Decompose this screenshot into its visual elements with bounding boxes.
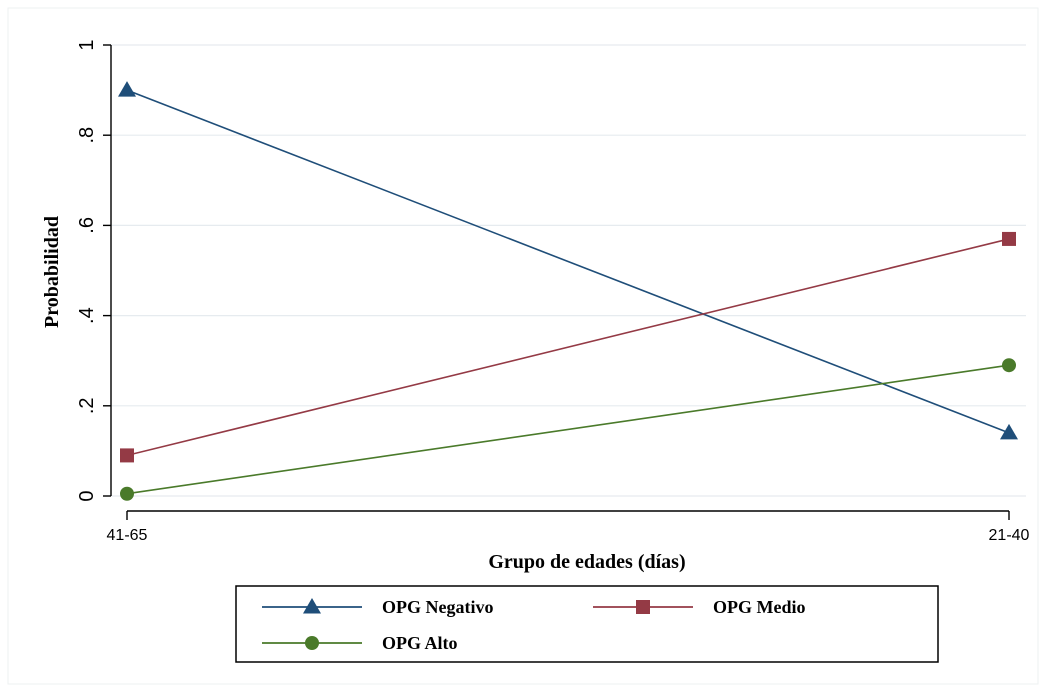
point-opg-medio-1 <box>1002 231 1016 246</box>
legend-label-opg-medio: OPG Medio <box>713 597 806 617</box>
series-line-opg-medio <box>126 238 1010 457</box>
legend-item-opg-alto: OPG Alto <box>262 633 458 653</box>
y-tick-label-3: .6 <box>76 217 98 234</box>
y-axis-label: Probabilidad <box>41 216 63 328</box>
legend-label-opg-alto: OPG Alto <box>382 633 458 653</box>
legend-marker-opg-negativo <box>303 598 321 614</box>
x-axis-label: Grupo de edades (días) <box>488 551 685 573</box>
legend-marker-opg-medio <box>636 600 650 614</box>
grid-lines <box>111 44 1026 497</box>
series-opg-medio <box>120 231 1016 463</box>
y-tick-label-5: 1 <box>76 39 98 50</box>
x-tick-label-1: 21-40 <box>989 527 1030 544</box>
legend-item-opg-medio: OPG Medio <box>593 597 806 617</box>
point-opg-negativo-0 <box>118 81 136 97</box>
legend-item-opg-negativo: OPG Negativo <box>262 597 493 617</box>
x-tick-label-0: 41-65 <box>107 527 148 544</box>
series-line-opg-negativo <box>126 89 1010 434</box>
y-tick-label-0: 0 <box>76 490 98 501</box>
axes: 0 .2 .4 .6 .8 1 41-65 21-40 <box>76 39 1030 544</box>
point-opg-alto-0 <box>120 486 134 501</box>
legend-box <box>235 585 939 663</box>
series-line-opg-alto <box>126 364 1010 495</box>
series-opg-negativo <box>118 81 1018 440</box>
y-tick-label-2: .4 <box>76 307 98 324</box>
point-opg-medio-0 <box>120 448 134 463</box>
series-opg-alto <box>120 358 1016 501</box>
legend: OPG Negativo OPG Medio OPG Alto <box>235 585 939 663</box>
y-tick-label-4: .8 <box>76 127 98 144</box>
series-group <box>118 81 1018 501</box>
chart-frame <box>7 7 1039 685</box>
y-tick-label-1: .2 <box>76 397 98 414</box>
point-opg-negativo-1 <box>1000 423 1018 440</box>
legend-marker-opg-alto <box>305 636 319 650</box>
point-opg-alto-1 <box>1002 358 1016 373</box>
legend-label-opg-negativo: OPG Negativo <box>382 597 493 617</box>
